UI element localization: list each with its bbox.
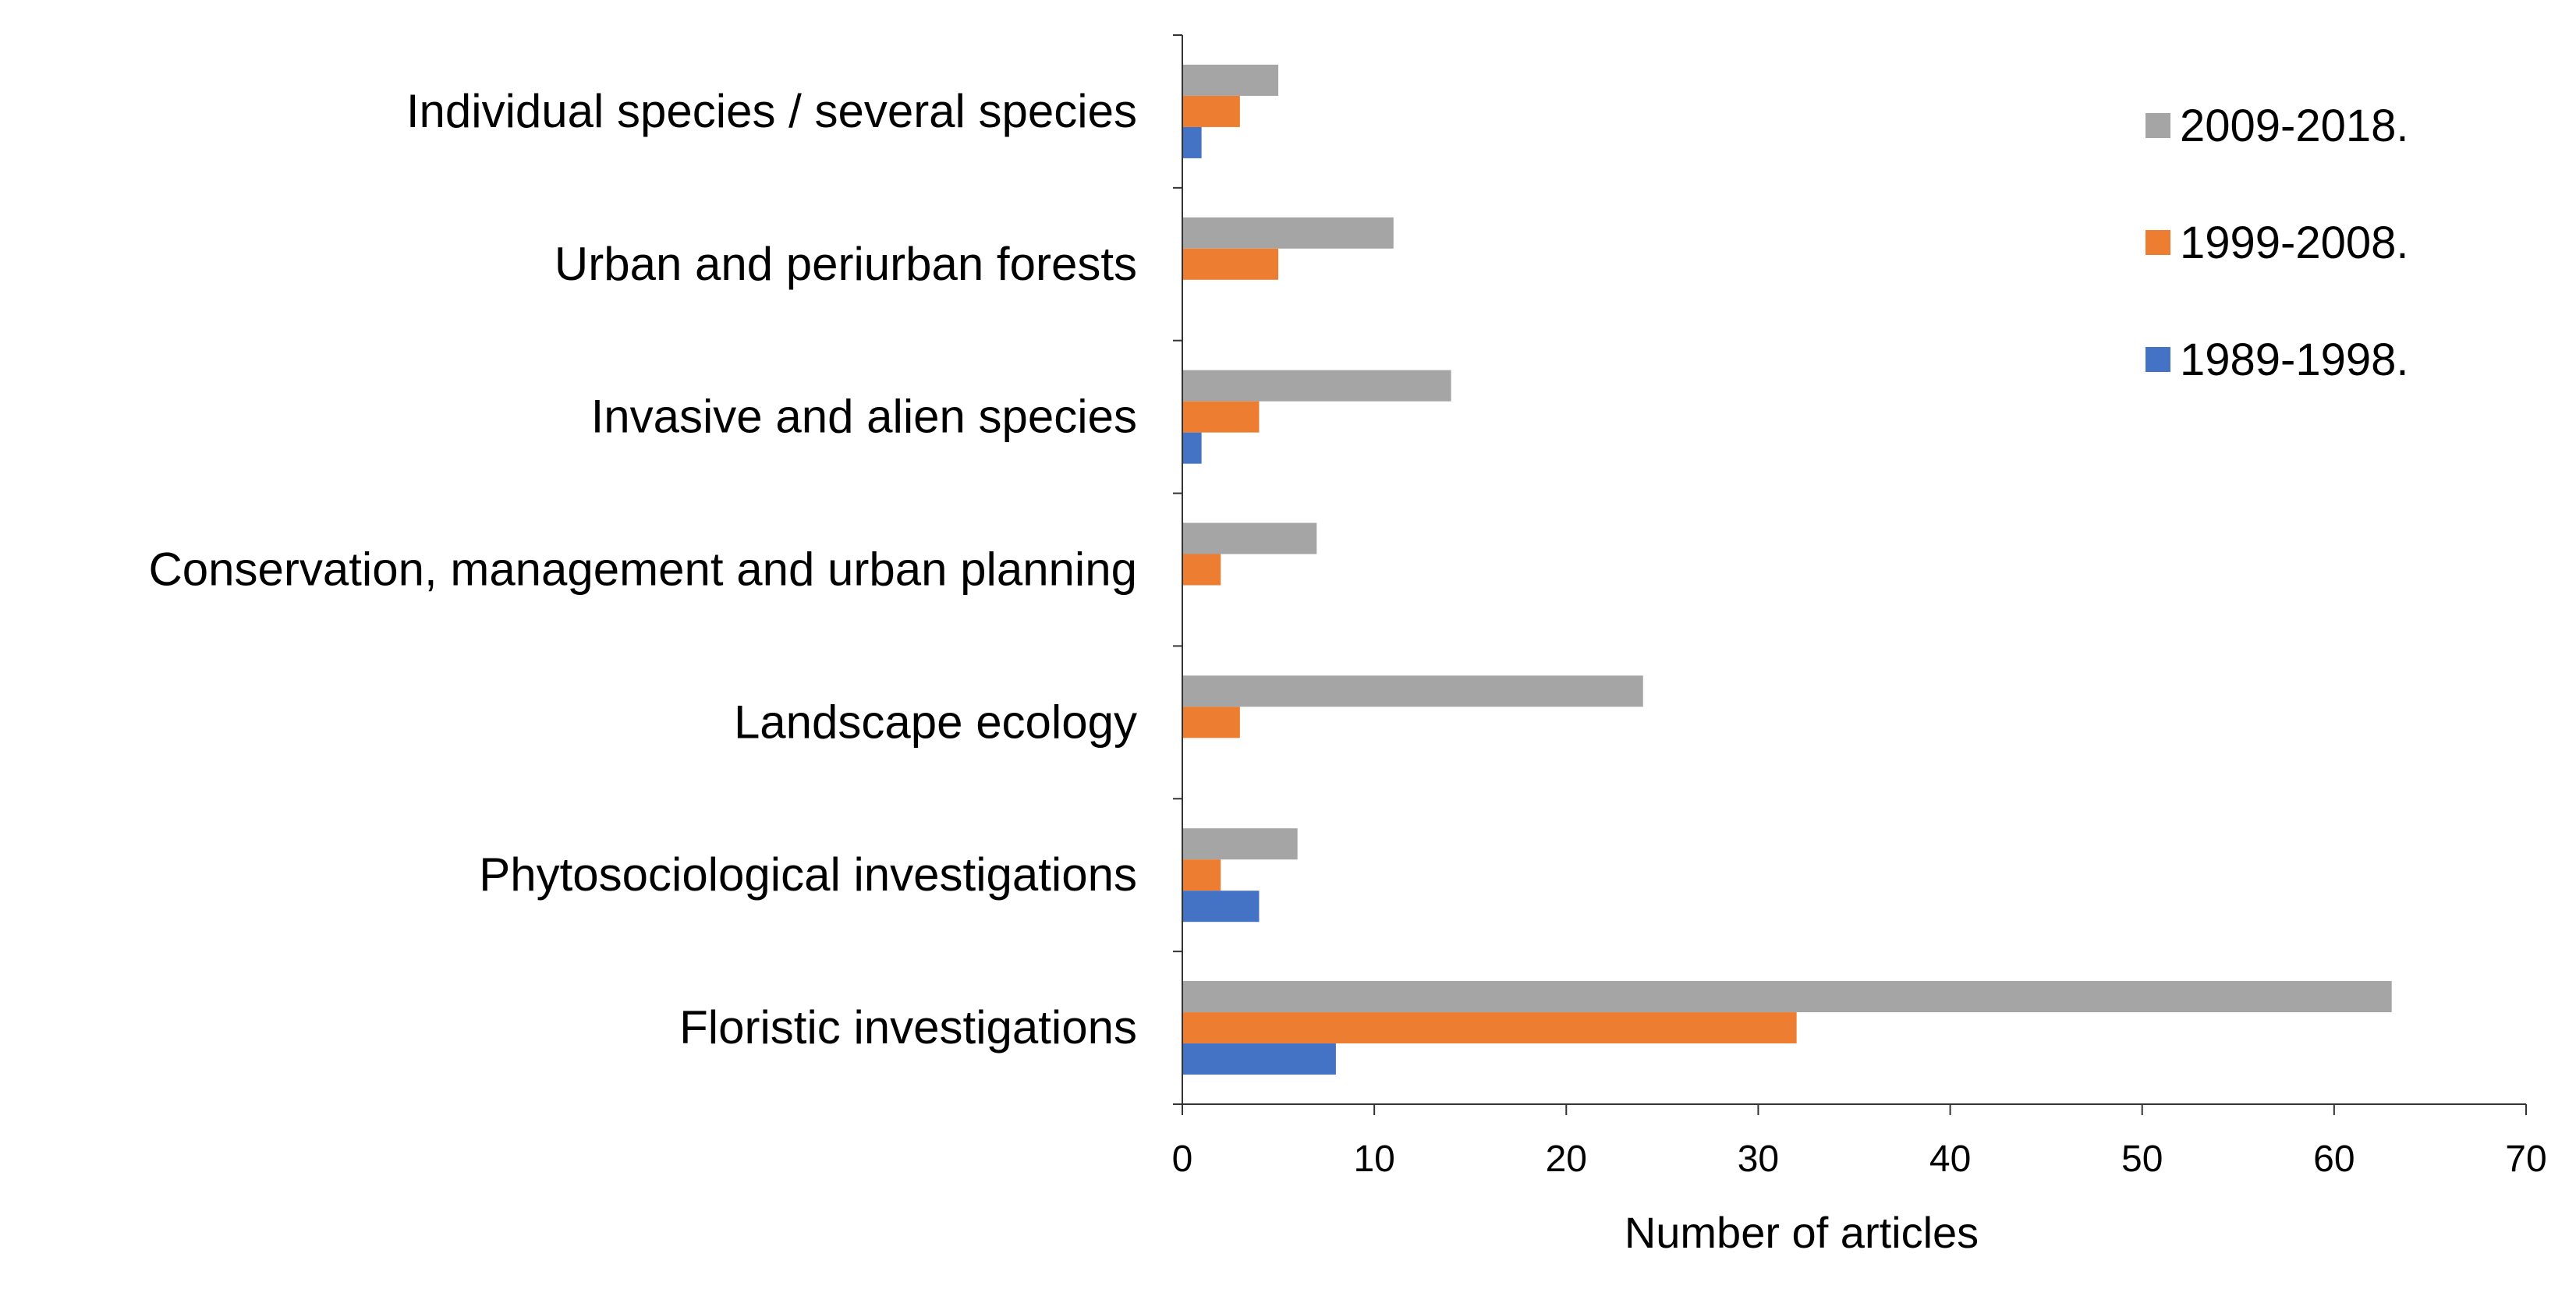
- category-label: Floristic investigations: [679, 1001, 1137, 1054]
- bar-2009-2018-3: [1182, 370, 1451, 402]
- x-axis-label: Number of articles: [1625, 1208, 1979, 1257]
- legend: 2009-2018. 1999-2008. 1989-1998.: [2145, 101, 2408, 385]
- bar-1989-1998-7: [1182, 1043, 1336, 1075]
- bars-group: [1182, 64, 2392, 1075]
- x-tick-label: 60: [2313, 1138, 2355, 1180]
- x-tick-label: 50: [2121, 1138, 2163, 1180]
- bar-1999-2008-1: [1182, 95, 1240, 127]
- category-label: Landscape ecology: [734, 696, 1137, 748]
- bar-2009-2018-1: [1182, 64, 1279, 96]
- bar-1999-2008-5: [1182, 706, 1240, 738]
- bar-1999-2008-6: [1182, 859, 1221, 891]
- x-tick-label: 20: [1546, 1138, 1587, 1180]
- legend-label: 2009-2018.: [2180, 101, 2408, 151]
- category-label: Invasive and alien species: [591, 391, 1137, 443]
- category-labels: Individual species / several species Urba…: [148, 85, 1137, 1054]
- bar-2009-2018-5: [1182, 675, 1643, 707]
- category-label: Phytosociological investigations: [479, 848, 1137, 901]
- x-tick-label: 10: [1353, 1138, 1394, 1180]
- bar-1999-2008-7: [1182, 1012, 1797, 1044]
- category-label: Conservation, management and urban plann…: [148, 544, 1137, 596]
- legend-label: 1989-1998.: [2180, 335, 2408, 385]
- x-tick-label: 0: [1172, 1138, 1193, 1180]
- legend-swatch: [2145, 347, 2170, 372]
- category-label: Individual species / several species: [406, 85, 1137, 137]
- bar-1999-2008-2: [1182, 248, 1279, 280]
- x-tick-labels: 0 10 20 30 40 50 60 70: [1172, 1138, 2547, 1180]
- x-tick-label: 40: [1929, 1138, 1971, 1180]
- bar-1999-2008-3: [1182, 401, 1260, 433]
- bar-1989-1998-3: [1182, 432, 1202, 464]
- bar-2009-2018-2: [1182, 217, 1394, 249]
- axes-group: [1173, 34, 2527, 1115]
- bar-2009-2018-6: [1182, 828, 1298, 860]
- bar-2009-2018-7: [1182, 981, 2392, 1013]
- legend-swatch: [2145, 113, 2170, 138]
- bar-1989-1998-6: [1182, 891, 1260, 922]
- bar-1999-2008-4: [1182, 554, 1221, 586]
- bar-2009-2018-4: [1182, 522, 1317, 554]
- legend-label: 1999-2008.: [2180, 218, 2408, 268]
- bar-1989-1998-1: [1182, 126, 1202, 158]
- x-tick-label: 30: [1738, 1138, 1779, 1180]
- legend-swatch: [2145, 230, 2170, 255]
- category-label: Urban and periurban forests: [555, 238, 1137, 290]
- x-tick-label: 70: [2505, 1138, 2546, 1180]
